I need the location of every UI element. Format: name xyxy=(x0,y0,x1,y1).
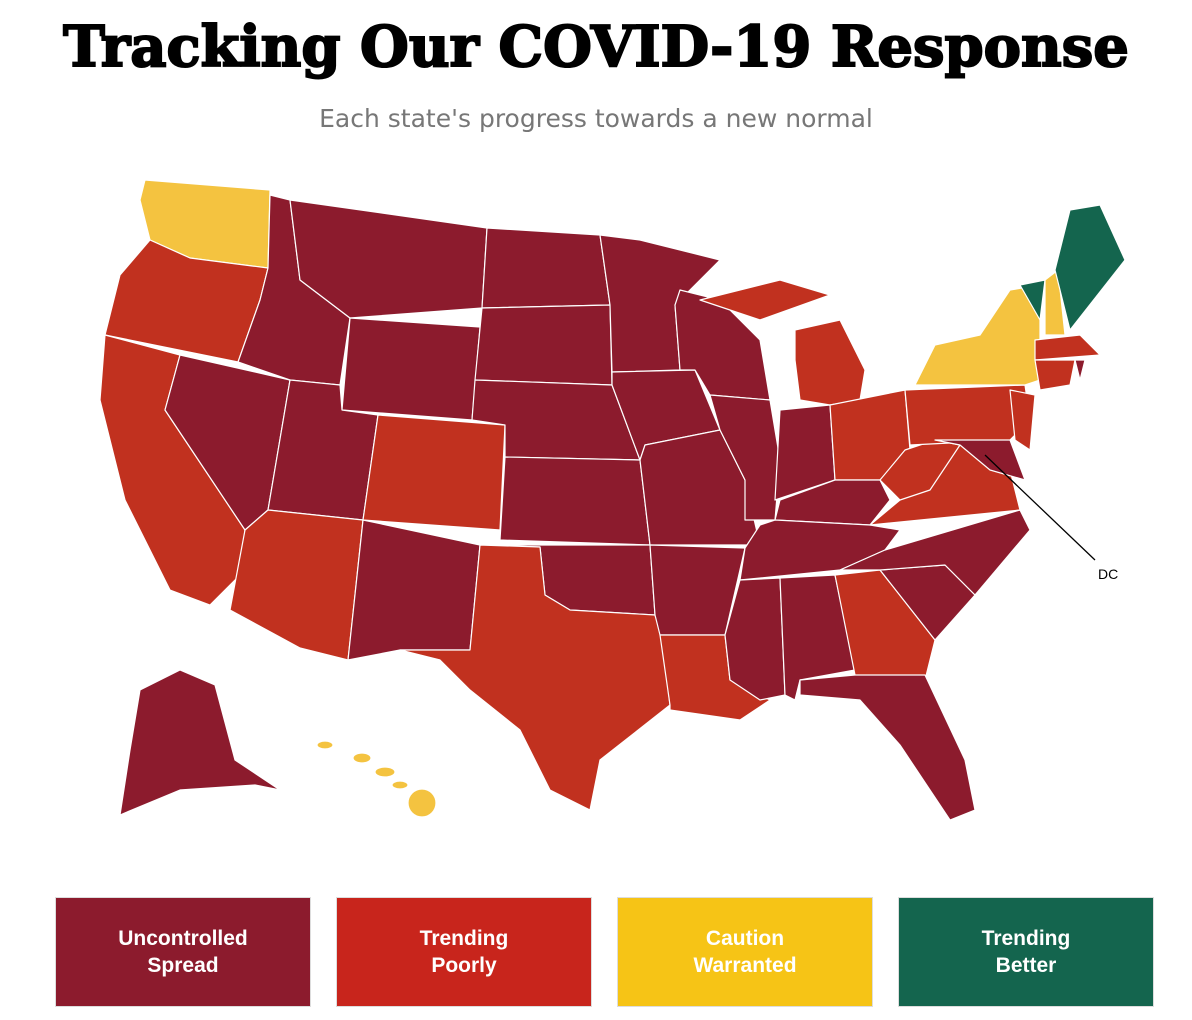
state xyxy=(289,199,488,319)
state xyxy=(391,780,409,790)
state xyxy=(1009,389,1036,451)
state xyxy=(1034,334,1101,361)
legend-label: Trending xyxy=(419,927,509,950)
state xyxy=(699,279,831,321)
state xyxy=(341,317,481,421)
legend-item: Trending Poorly xyxy=(336,897,592,1007)
state xyxy=(834,569,936,681)
state xyxy=(362,414,506,531)
state xyxy=(794,319,866,406)
state xyxy=(352,752,372,764)
state xyxy=(474,304,613,386)
title: Tracking Our COVID-19 Response xyxy=(62,13,1130,81)
legend-item: Caution Warranted xyxy=(617,897,873,1007)
state xyxy=(407,788,437,818)
state xyxy=(1054,204,1126,331)
state xyxy=(799,674,976,821)
legend-label: Warranted xyxy=(693,954,797,977)
state xyxy=(499,456,651,546)
state xyxy=(399,544,671,811)
state xyxy=(229,509,364,661)
state xyxy=(709,394,781,521)
legend-label: Spread xyxy=(147,954,219,977)
state xyxy=(374,766,396,778)
state xyxy=(347,519,481,661)
state xyxy=(839,509,1031,596)
state xyxy=(934,439,1026,481)
legend-label: Better xyxy=(995,954,1057,977)
us-map: DC xyxy=(99,179,1126,821)
state xyxy=(119,669,281,816)
state xyxy=(1074,359,1086,381)
map-annotation: DC xyxy=(1098,566,1118,582)
state xyxy=(481,227,611,309)
state xyxy=(1034,359,1076,391)
state xyxy=(914,284,1041,386)
state xyxy=(316,740,334,750)
state xyxy=(739,519,901,581)
subtitle: Each state's progress towards a new norm… xyxy=(319,104,873,133)
legend-label: Poorly xyxy=(431,954,497,977)
state xyxy=(1044,269,1066,336)
state xyxy=(1019,279,1046,321)
legend-label: Trending xyxy=(981,927,1071,950)
legend-item: Trending Better xyxy=(898,897,1154,1007)
legend-label: Caution xyxy=(705,927,785,950)
legend-label: Uncontrolled xyxy=(118,927,248,950)
callout-line xyxy=(984,454,1096,561)
legend-item: Uncontrolled Spread xyxy=(55,897,311,1007)
